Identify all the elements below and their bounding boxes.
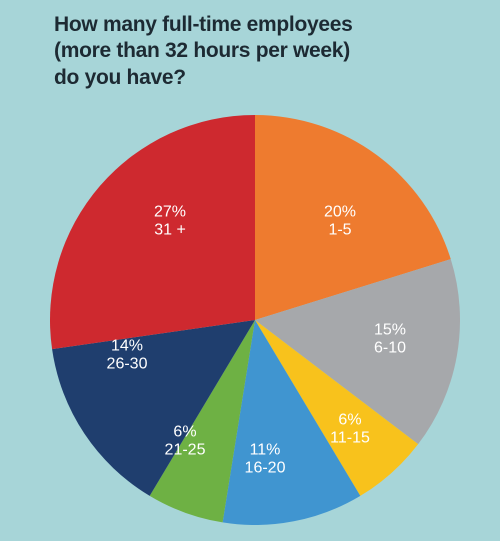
slice-category-4: 21-25 (165, 442, 206, 460)
slice-percent-6: 27% (154, 204, 186, 222)
slice-percent-5: 14% (107, 338, 148, 356)
chart-container: How many full-time employees(more than 3… (0, 0, 500, 541)
slice-label-2: 6%11-15 (330, 412, 370, 449)
title-line-1: (more than 32 hours per week) (54, 38, 353, 64)
slice-label-5: 14%26-30 (107, 338, 148, 375)
title-line-0: How many full-time employees (54, 12, 353, 38)
slice-percent-3: 11% (245, 442, 286, 460)
slice-category-6: 31 + (154, 222, 186, 240)
pie-slice-6 (50, 115, 255, 349)
slice-category-3: 16-20 (245, 460, 286, 478)
slice-percent-4: 6% (165, 424, 206, 442)
title-line-2: do you have? (54, 65, 353, 91)
slice-percent-0: 20% (324, 204, 356, 222)
slice-label-4: 6%21-25 (165, 424, 206, 461)
slice-category-1: 6-10 (374, 340, 406, 358)
slice-percent-1: 15% (374, 322, 406, 340)
slice-label-6: 27%31 + (154, 204, 186, 241)
slice-label-3: 11%16-20 (245, 442, 286, 479)
slice-label-1: 15%6-10 (374, 322, 406, 359)
slice-percent-2: 6% (330, 412, 370, 430)
chart-title: How many full-time employees(more than 3… (54, 12, 353, 91)
slice-category-0: 1-5 (324, 222, 356, 240)
slice-category-5: 26-30 (107, 356, 148, 374)
slice-label-0: 20%1-5 (324, 204, 356, 241)
slice-category-2: 11-15 (330, 430, 370, 448)
